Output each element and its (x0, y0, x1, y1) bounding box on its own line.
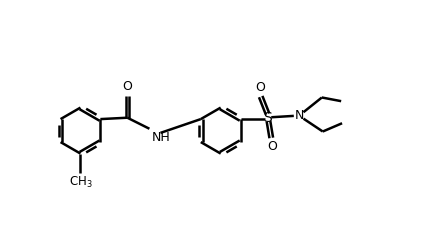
Text: S: S (263, 111, 272, 125)
Text: O: O (255, 81, 265, 94)
Text: O: O (122, 80, 132, 93)
Text: NH: NH (151, 131, 170, 144)
Text: N: N (295, 109, 305, 122)
Text: O: O (267, 140, 277, 153)
Text: CH$_3$: CH$_3$ (69, 175, 92, 190)
